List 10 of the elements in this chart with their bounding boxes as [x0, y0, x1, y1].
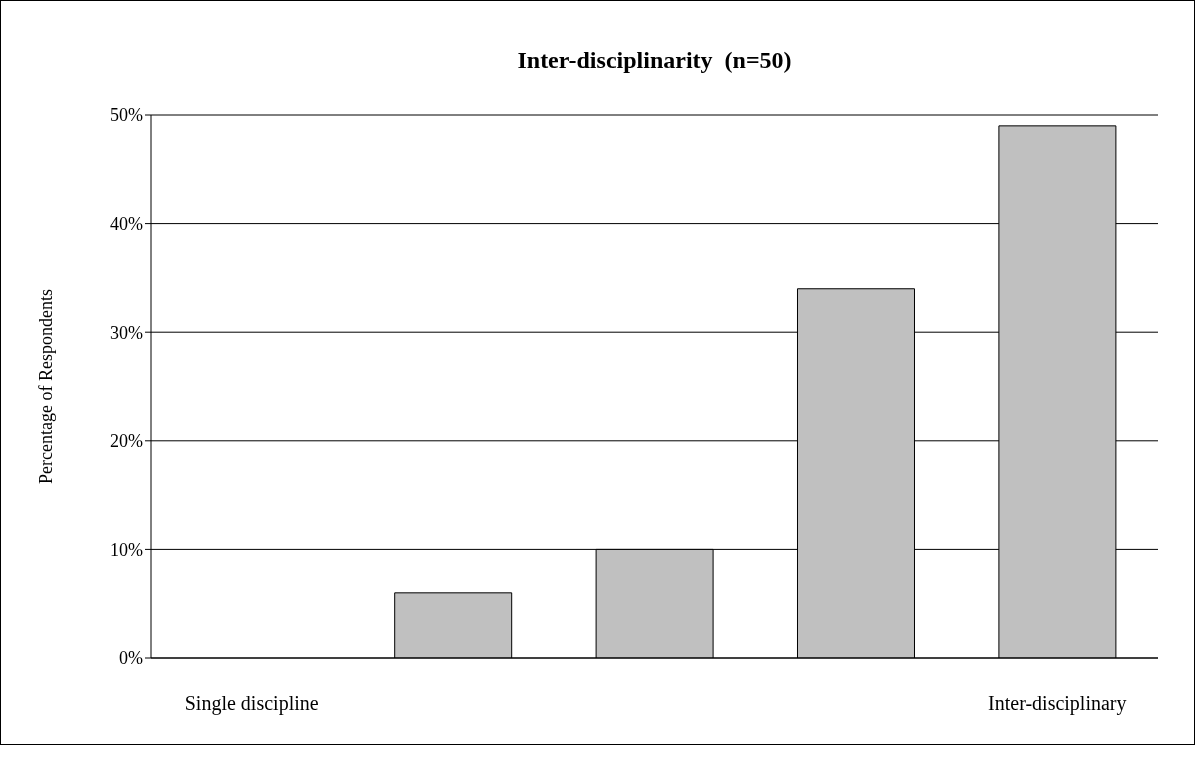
y-axis-title: Percentage of Respondents	[36, 289, 57, 484]
y-tick-label: 30%	[110, 322, 143, 343]
y-tick-label: 40%	[110, 213, 143, 234]
y-tick-label: 10%	[110, 539, 143, 560]
y-tick-label: 50%	[110, 105, 143, 126]
y-tick-label: 0%	[119, 648, 143, 669]
chart-title: Inter-disciplinarity (n=50)	[516, 47, 793, 74]
y-tick-label: 20%	[110, 431, 143, 452]
x-tick-label: Single discipline	[184, 692, 319, 716]
x-tick-label: Inter-disciplinary	[988, 692, 1127, 716]
